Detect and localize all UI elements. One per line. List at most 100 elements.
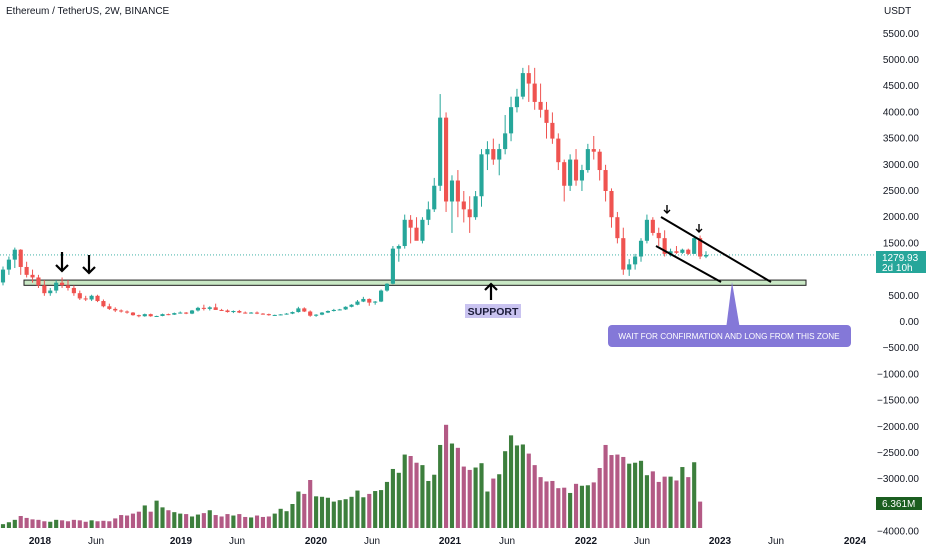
candle-body xyxy=(485,149,490,155)
x-tick-label: Jun xyxy=(88,536,104,547)
support-label-box xyxy=(465,304,521,318)
candle-body xyxy=(42,285,47,294)
candle-body xyxy=(83,298,88,300)
volume-bar xyxy=(337,500,342,528)
volume-bar xyxy=(296,491,301,528)
volume-bar xyxy=(638,460,644,528)
candle-body xyxy=(237,310,242,313)
candle-body xyxy=(355,301,360,305)
volume-bar xyxy=(420,465,425,528)
y-tick-label: 3500.00 xyxy=(883,134,920,145)
volume-bar xyxy=(36,519,41,528)
candle-body xyxy=(520,73,525,97)
candle-body xyxy=(585,149,590,171)
candle-body xyxy=(573,159,579,181)
last-price-time: 2d 10h xyxy=(882,263,913,274)
y-tick-label: −1500.00 xyxy=(877,396,919,407)
x-tick-label: 2021 xyxy=(439,536,462,547)
candle-body xyxy=(136,315,141,317)
volume-bar xyxy=(290,504,295,528)
candle-body xyxy=(461,201,466,210)
volume-bar xyxy=(184,514,189,528)
candle-body xyxy=(680,249,685,253)
candle-body xyxy=(314,314,319,316)
candle-body xyxy=(325,310,330,313)
candle-body xyxy=(662,238,667,254)
candle-body xyxy=(396,246,401,249)
volume-bar xyxy=(113,518,118,528)
volume-bar xyxy=(627,463,632,528)
volume-bar xyxy=(603,444,608,528)
volume-bar xyxy=(77,520,82,528)
candle-body xyxy=(491,149,496,160)
volume-bar xyxy=(550,480,555,528)
candle-body xyxy=(60,282,65,286)
candle-body xyxy=(178,312,183,314)
volume-bar xyxy=(314,496,319,528)
x-axis: 2018 Jun 2019 Jun 2020 Jun 2021 Jun 2022 Jun 2023 J… xyxy=(29,536,867,547)
volume-bar xyxy=(538,477,543,528)
volume-bar xyxy=(18,516,23,528)
candle-body xyxy=(113,308,118,311)
candle-body xyxy=(390,248,395,284)
volume-badge-value: 6.361M xyxy=(882,499,915,510)
candle-body xyxy=(603,170,608,191)
candle-body xyxy=(6,259,11,270)
volume-bar xyxy=(266,516,271,528)
candle-body xyxy=(54,282,59,291)
candle-body xyxy=(379,290,384,302)
x-tick-label: 2020 xyxy=(305,536,328,547)
volume-bar xyxy=(443,424,449,528)
volume-bar xyxy=(195,514,201,528)
volume-bar xyxy=(668,476,673,528)
volume-bar xyxy=(48,521,53,528)
candle-body xyxy=(609,191,614,218)
candle-body xyxy=(319,312,325,315)
chart-title: Ethereum / TetherUS, 2W, BINANCE xyxy=(6,6,170,17)
volume-bar xyxy=(284,511,289,528)
volume-bar xyxy=(384,481,390,528)
volume-bar xyxy=(142,505,147,528)
volume-bar xyxy=(148,511,153,528)
volume-bar xyxy=(491,478,496,528)
candle-body xyxy=(260,313,266,315)
volume-bar xyxy=(633,462,638,528)
candle-body xyxy=(89,295,94,300)
volume-bar xyxy=(136,511,141,528)
candle-body xyxy=(154,315,159,317)
candle-body xyxy=(142,314,147,317)
volume-bar xyxy=(396,472,401,528)
y-tick-label: 2500.00 xyxy=(883,186,920,197)
candle-body xyxy=(219,309,224,311)
y-tick-label: 4500.00 xyxy=(883,81,920,92)
candle-body xyxy=(95,295,100,302)
volume-bar xyxy=(101,520,106,528)
volume-bar xyxy=(71,519,76,528)
candle-body xyxy=(402,219,407,247)
candle-body xyxy=(201,307,206,309)
volume-bar xyxy=(408,456,413,528)
candle-body xyxy=(408,219,413,228)
volume-bar xyxy=(166,510,171,528)
candle-body xyxy=(668,251,673,254)
volume-bar xyxy=(160,507,165,528)
volume-bar xyxy=(260,516,266,528)
callout-text: WAIT FOR CONFIRMATION AND LONG FROM THIS… xyxy=(618,332,840,341)
candle-body xyxy=(556,138,561,163)
volume-bar xyxy=(254,515,260,528)
x-tick-label: 2023 xyxy=(709,536,732,547)
candle-body xyxy=(638,240,644,257)
annotation-layer: SUPPORT WAIT FOR CONFIRMATION AND LONG FR… xyxy=(55,205,851,347)
candle-body xyxy=(71,287,76,294)
volume-bar xyxy=(692,462,697,528)
candle-body xyxy=(432,185,437,210)
candle-body xyxy=(455,180,460,202)
volume-bar xyxy=(573,483,579,528)
volume-bar xyxy=(355,490,360,528)
volume-bar xyxy=(302,493,307,528)
volume-bar xyxy=(414,462,419,528)
volume-bar xyxy=(361,497,366,528)
volume-bar xyxy=(532,465,537,528)
candle-body xyxy=(77,293,82,299)
